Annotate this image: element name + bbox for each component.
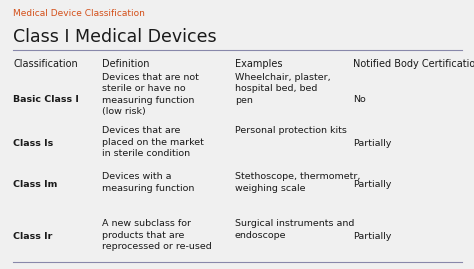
Text: Class Im: Class Im xyxy=(13,180,58,189)
Text: Examples: Examples xyxy=(235,59,282,69)
Text: A new subclass for
products that are
reprocessed or re-used: A new subclass for products that are rep… xyxy=(102,219,212,251)
Text: No: No xyxy=(353,95,366,104)
Text: Personal protection kits: Personal protection kits xyxy=(235,126,346,135)
Text: Medical Device Classification: Medical Device Classification xyxy=(13,9,145,18)
Text: Definition: Definition xyxy=(102,59,149,69)
Text: Surgical instruments and
endoscope: Surgical instruments and endoscope xyxy=(235,219,354,240)
Text: Stethoscope, thermometr,
weighing scale: Stethoscope, thermometr, weighing scale xyxy=(235,172,360,193)
Text: Class Ir: Class Ir xyxy=(13,232,53,241)
Text: Devices that are not
sterile or have no
measuring function
(low risk): Devices that are not sterile or have no … xyxy=(102,73,199,116)
Text: Devices with a
measuring function: Devices with a measuring function xyxy=(102,172,194,193)
Text: Wheelchair, plaster,
hospital bed, bed
pen: Wheelchair, plaster, hospital bed, bed p… xyxy=(235,73,330,105)
Text: Partially: Partially xyxy=(353,232,392,241)
Text: Class Is: Class Is xyxy=(13,139,54,148)
Text: Classification: Classification xyxy=(13,59,78,69)
Text: Basic Class I: Basic Class I xyxy=(13,95,79,104)
Text: Devices that are
placed on the market
in sterile condition: Devices that are placed on the market in… xyxy=(102,126,204,158)
Text: Partially: Partially xyxy=(353,180,392,189)
Text: Partially: Partially xyxy=(353,139,392,148)
Text: Notified Body Certification needed?: Notified Body Certification needed? xyxy=(353,59,474,69)
Text: Class I Medical Devices: Class I Medical Devices xyxy=(13,28,217,46)
